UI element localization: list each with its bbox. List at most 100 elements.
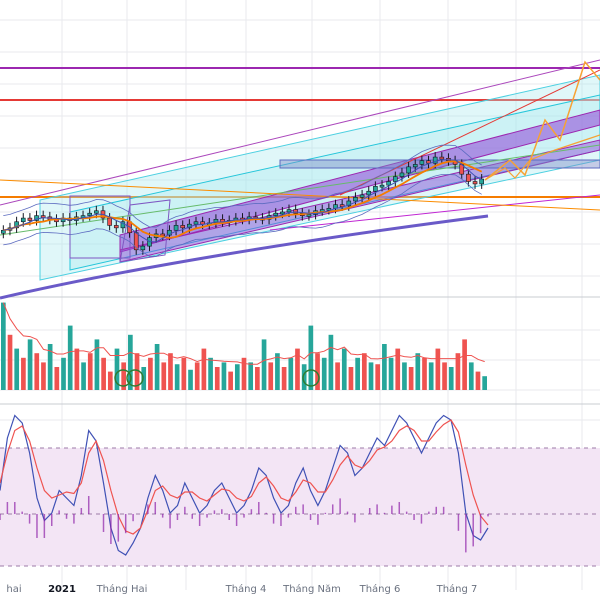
candle-body xyxy=(140,245,146,251)
volume-bar xyxy=(114,348,120,390)
volume-bar xyxy=(168,353,173,390)
volume-bar xyxy=(348,367,354,390)
volume-bar xyxy=(462,339,467,390)
volume-bar xyxy=(361,353,367,390)
volume-bar xyxy=(221,362,227,390)
candle-body xyxy=(366,190,372,196)
x-axis-label: Tháng Năm xyxy=(282,583,341,595)
candle-body xyxy=(399,172,405,177)
volume-bar xyxy=(81,362,86,390)
volume-bar xyxy=(321,357,327,390)
ma-bollinger-mid xyxy=(3,159,482,243)
volume-bar xyxy=(194,362,200,390)
volume-bar xyxy=(1,302,6,390)
volume-bar xyxy=(268,362,274,390)
volume-bar xyxy=(154,344,160,390)
ma-fast xyxy=(3,160,483,239)
volume-bar xyxy=(228,371,233,390)
candle-body xyxy=(34,215,39,221)
volume-bar xyxy=(295,348,300,390)
volume-bar xyxy=(234,364,240,390)
projection-path-alt xyxy=(484,134,600,181)
volume-bar xyxy=(7,334,13,390)
volume-bar xyxy=(74,348,80,390)
candle-body xyxy=(286,209,292,213)
candle-body xyxy=(426,160,431,164)
volume-bar xyxy=(422,357,427,390)
volume-marker xyxy=(302,369,320,387)
oscillator-lines xyxy=(0,414,489,556)
candle-body xyxy=(439,156,445,160)
volume-bar xyxy=(335,362,340,390)
candle-body xyxy=(353,197,358,202)
volume-bar xyxy=(54,367,60,390)
candle-body xyxy=(87,212,92,216)
price-projection xyxy=(484,60,600,181)
ma-slow xyxy=(0,214,489,300)
volume-bar xyxy=(101,357,106,390)
candle-body xyxy=(419,160,425,165)
volume-bar xyxy=(208,357,213,390)
volume-bar xyxy=(355,357,360,390)
volume-bar xyxy=(315,353,320,390)
volume-marker xyxy=(126,369,144,387)
volume-bar xyxy=(174,364,180,390)
volume-bar xyxy=(255,367,260,390)
x-axis-label: hai xyxy=(6,584,21,595)
candle-body xyxy=(479,178,484,185)
volume-bar xyxy=(288,357,294,390)
price-overlays xyxy=(0,59,600,300)
oscillator-line xyxy=(0,414,489,556)
oscillator-line xyxy=(0,419,489,535)
volume-bar xyxy=(308,325,314,390)
volume-bar xyxy=(402,362,407,390)
candle-body xyxy=(180,225,186,229)
candle-body xyxy=(293,209,298,214)
trendline-green xyxy=(0,144,600,236)
volume-bar xyxy=(47,344,53,390)
volume-bar xyxy=(41,362,46,390)
volume-bar xyxy=(442,362,447,390)
candle-body xyxy=(173,225,179,231)
volume-bar xyxy=(261,339,267,390)
candle-body xyxy=(412,164,418,168)
volume-bar xyxy=(14,348,20,390)
volume-bar xyxy=(301,364,307,390)
volume-bar xyxy=(214,367,220,390)
x-axis-label: 2021 xyxy=(48,584,76,595)
bollinger-upper xyxy=(3,144,482,228)
x-axis-label: Tháng 6 xyxy=(359,583,401,595)
volume-bar xyxy=(148,357,153,390)
volume-ma xyxy=(2,302,485,365)
volume-bar xyxy=(388,357,394,390)
bollinger-lower xyxy=(3,174,482,257)
candle-body xyxy=(273,212,279,216)
volume-bar xyxy=(241,357,247,390)
projection-path xyxy=(484,60,600,181)
candle-body xyxy=(167,229,172,236)
candle-body xyxy=(379,184,385,188)
highlight-trapezoid xyxy=(119,199,171,263)
trendline-purple-long xyxy=(0,59,600,206)
candle-body xyxy=(373,186,378,192)
x-axis: hai 2021 Tháng Hai Tháng 4 Tháng Năm Tháng 6 T… xyxy=(6,583,477,595)
candle-body xyxy=(466,173,471,182)
volume-bar xyxy=(428,362,434,390)
candle-body xyxy=(94,210,99,214)
volume-bar xyxy=(328,334,334,390)
x-axis-label: Tháng 4 xyxy=(225,583,267,595)
candle-body xyxy=(280,211,285,215)
volume-bar xyxy=(61,357,66,390)
volume-bar xyxy=(455,353,461,390)
candle-body xyxy=(359,194,365,198)
volume-bar xyxy=(201,348,207,390)
volume-bar xyxy=(475,371,481,390)
volume-bar xyxy=(181,357,187,390)
volume-bar xyxy=(188,369,193,390)
volume-bar xyxy=(448,367,454,390)
volume-bars xyxy=(1,302,487,390)
candle-body xyxy=(193,221,199,225)
volume-bar xyxy=(281,367,287,390)
